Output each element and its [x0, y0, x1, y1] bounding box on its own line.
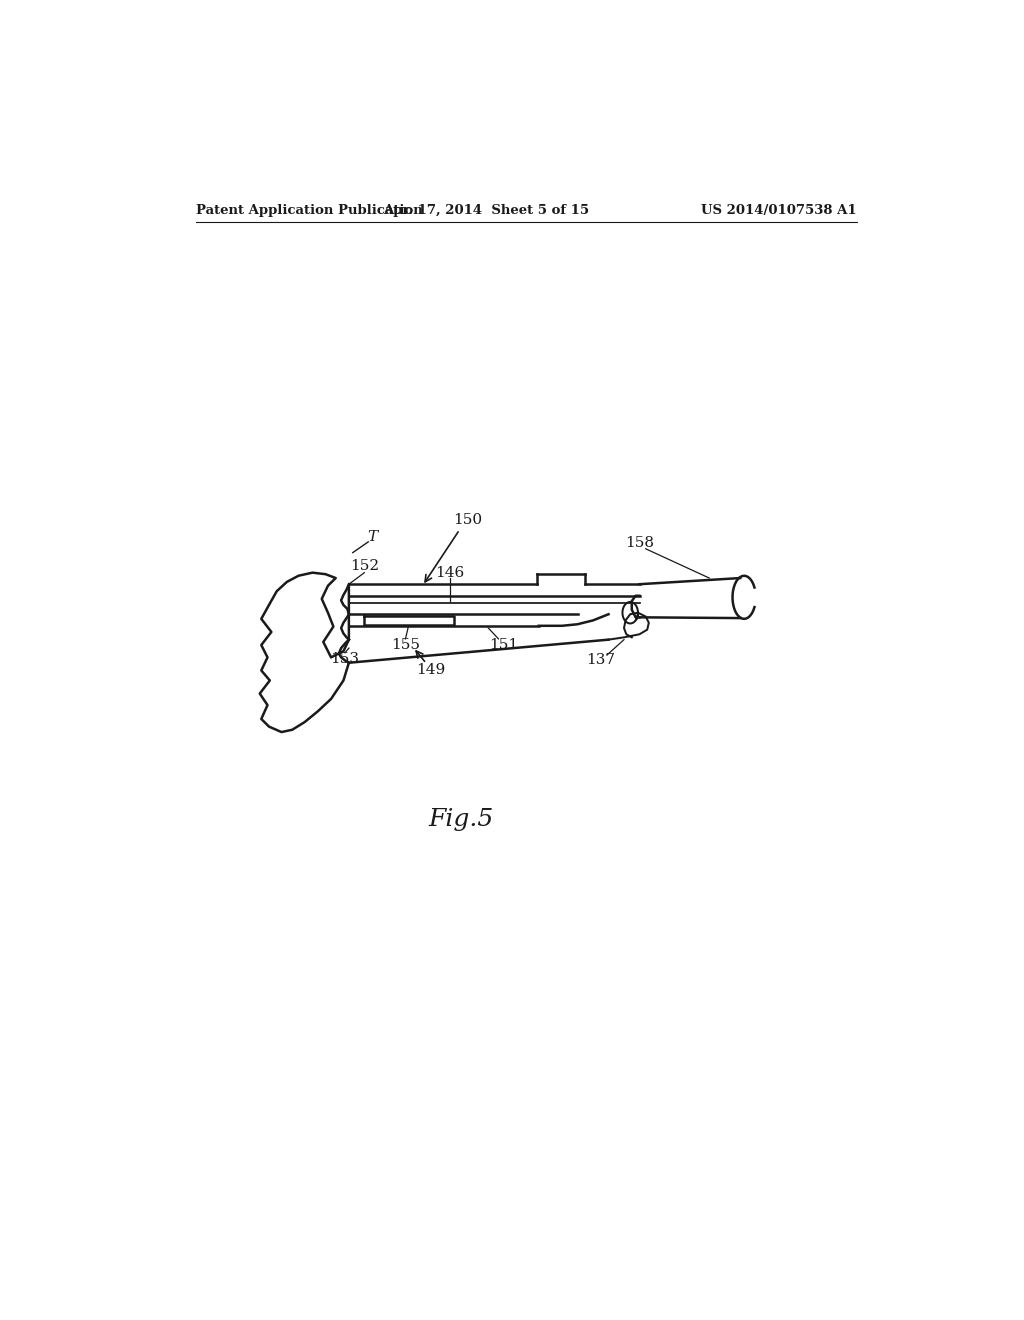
Text: Patent Application Publication: Patent Application Publication — [197, 205, 423, 218]
Text: 152: 152 — [350, 560, 379, 573]
Text: 155: 155 — [391, 638, 420, 652]
Text: Apr. 17, 2014  Sheet 5 of 15: Apr. 17, 2014 Sheet 5 of 15 — [383, 205, 589, 218]
Text: 150: 150 — [453, 513, 482, 527]
Text: 137: 137 — [587, 653, 615, 668]
Text: 146: 146 — [435, 566, 464, 579]
Text: Fig.5: Fig.5 — [429, 808, 494, 830]
Text: 153: 153 — [331, 652, 359, 665]
Text: US 2014/0107538 A1: US 2014/0107538 A1 — [700, 205, 856, 218]
Text: T: T — [367, 531, 377, 544]
Text: 149: 149 — [416, 664, 444, 677]
Text: 158: 158 — [625, 536, 654, 550]
Text: 151: 151 — [489, 638, 518, 652]
